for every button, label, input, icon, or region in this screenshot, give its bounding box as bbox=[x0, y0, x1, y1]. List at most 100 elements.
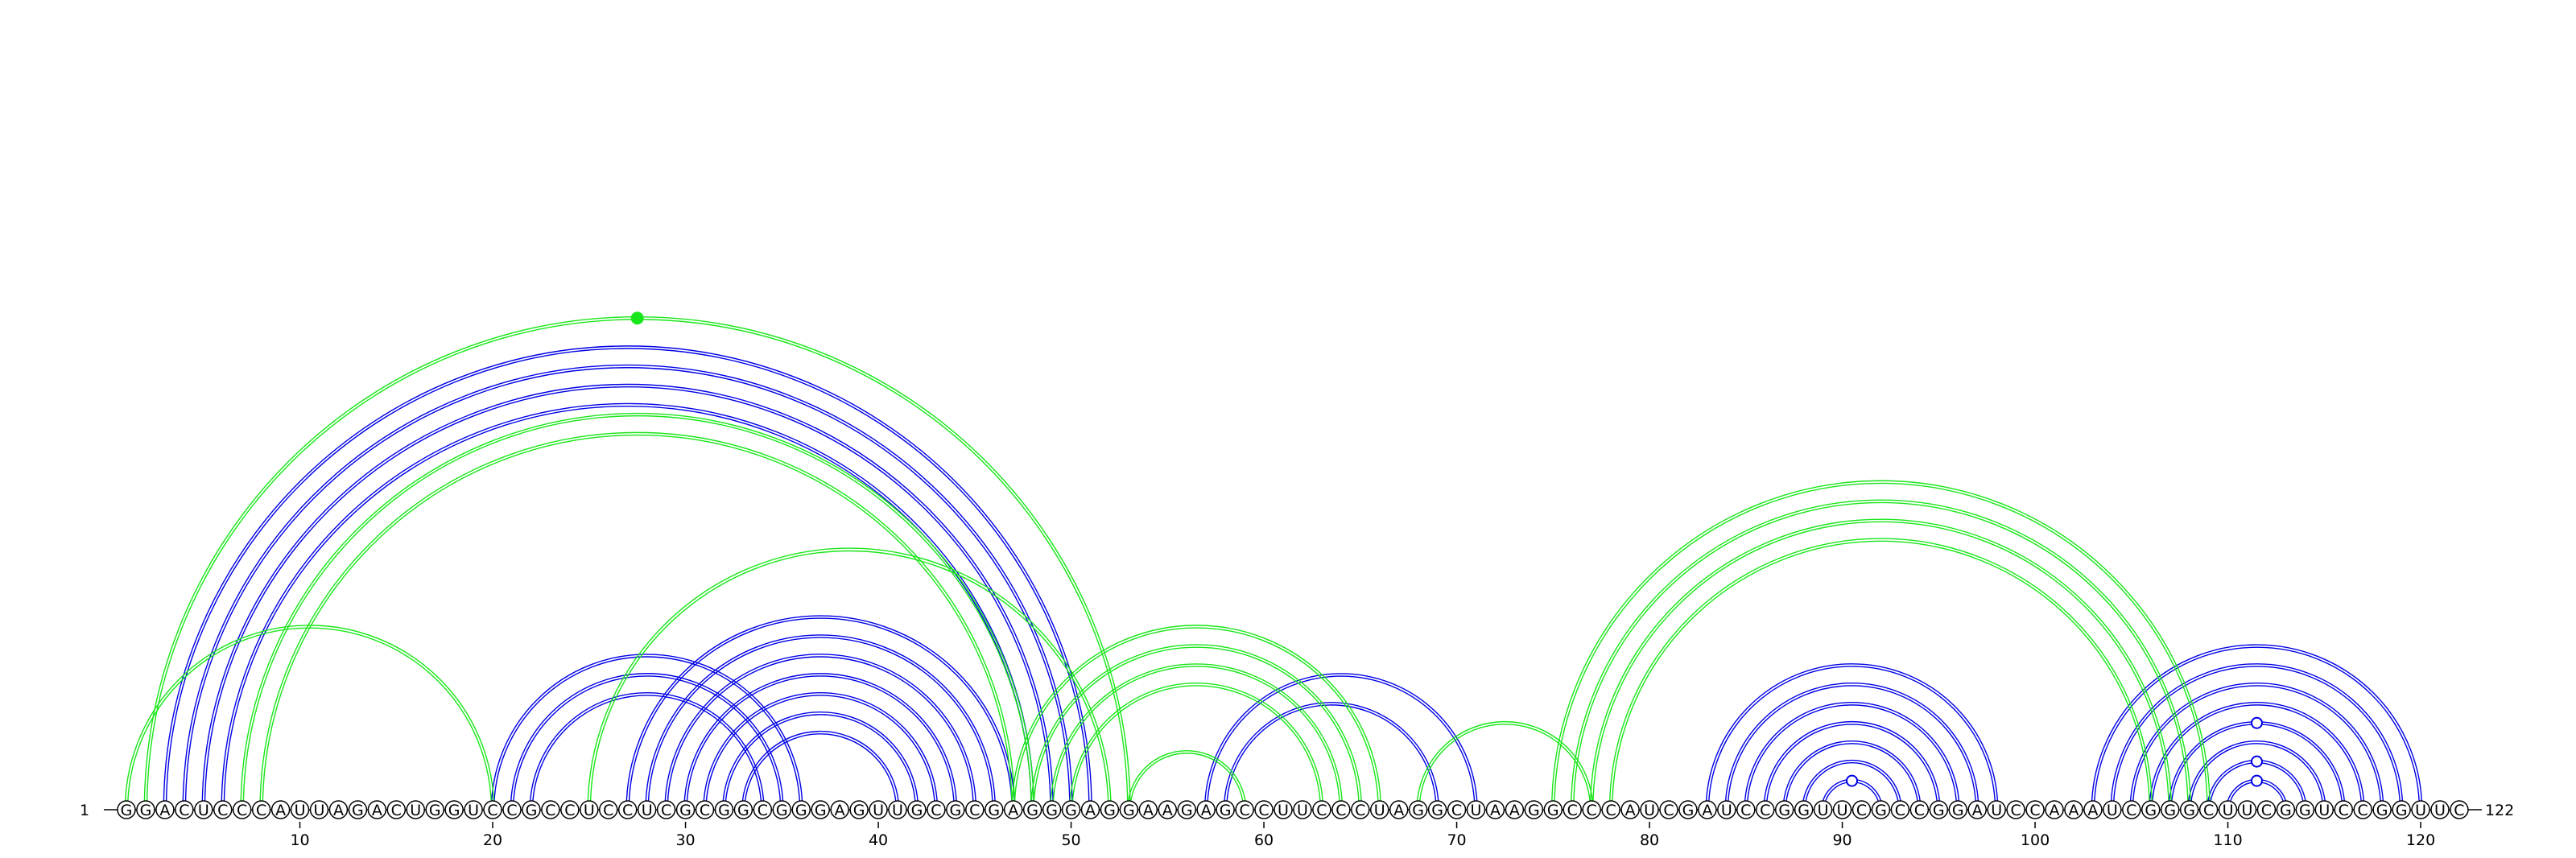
nucleotide-circle bbox=[2372, 800, 2392, 819]
nucleotide-circle bbox=[1061, 800, 1081, 819]
nucleotide-letter: C bbox=[1239, 802, 1249, 819]
nucleotide-circle bbox=[2179, 800, 2199, 819]
nucleotide-circle bbox=[444, 800, 464, 819]
arc-line bbox=[1727, 685, 1977, 811]
nucleotide-circle bbox=[1871, 800, 1891, 819]
nucleotide: A bbox=[270, 800, 291, 819]
nucleotide-circle bbox=[1254, 800, 1274, 819]
nucleotide: U bbox=[637, 800, 657, 819]
nucleotide-letter: C bbox=[1606, 802, 1616, 819]
nucleotide-circle bbox=[599, 800, 618, 819]
nucleotide-circle bbox=[117, 800, 136, 819]
tick-label: 40 bbox=[869, 831, 888, 849]
nucleotide: G bbox=[985, 800, 1004, 819]
nucleotide: C bbox=[2353, 800, 2372, 819]
nucleotide: A bbox=[155, 800, 175, 819]
nucleotide: G bbox=[348, 800, 368, 819]
nucleotide-letter: C bbox=[603, 802, 613, 819]
nucleotide-circle bbox=[1524, 800, 1544, 819]
arc-line bbox=[262, 434, 1013, 811]
position-tick: 30 bbox=[675, 822, 696, 849]
nucleotide: C bbox=[560, 800, 580, 819]
nucleotide-letter: G bbox=[949, 802, 961, 819]
nucleotide: G bbox=[522, 800, 541, 819]
nucleotide-letter: U bbox=[2223, 802, 2234, 819]
nucleotide: C bbox=[541, 800, 560, 819]
nucleotide-circle bbox=[2430, 800, 2450, 819]
nucleotide: C bbox=[753, 800, 773, 819]
nucleotide-circle bbox=[1100, 800, 1120, 819]
nucleotide-letter: C bbox=[661, 802, 671, 819]
nucleotide-letter: C bbox=[391, 802, 402, 819]
nucleotide-circle bbox=[1274, 800, 1293, 819]
nucleotide-circle bbox=[2025, 800, 2045, 819]
base-pair-arc bbox=[201, 383, 1054, 811]
nucleotide: A bbox=[367, 800, 387, 819]
nucleotide: C bbox=[2025, 800, 2045, 819]
nucleotide-circle bbox=[328, 800, 349, 819]
nucleotide: C bbox=[2334, 800, 2353, 819]
nucleotide-letter: G bbox=[1104, 802, 1116, 819]
nucleotide: G bbox=[675, 800, 696, 819]
nucleotide-circle bbox=[2218, 800, 2238, 819]
nucleotide-circle bbox=[1312, 800, 1331, 819]
nucleotide-circle bbox=[1138, 800, 1158, 819]
nucleotide-letter: U bbox=[584, 802, 595, 819]
arc-marker bbox=[2250, 716, 2263, 729]
arc-line bbox=[510, 673, 784, 811]
arc-line bbox=[143, 316, 1131, 811]
arc-line bbox=[686, 675, 955, 811]
nucleotide: U bbox=[1717, 800, 1736, 819]
arc-line bbox=[628, 617, 1013, 811]
nucleotide-letter: A bbox=[372, 802, 382, 819]
nucleotide-circle bbox=[251, 800, 271, 819]
nucleotide-letter: G bbox=[795, 802, 807, 819]
base-pair-arc bbox=[1011, 625, 1382, 811]
nucleotide-letter: U bbox=[1374, 802, 1385, 819]
nucleotide-circle bbox=[1987, 800, 2006, 819]
arc-line bbox=[531, 695, 762, 811]
nucleotide: G bbox=[733, 800, 753, 819]
position-tick: 50 bbox=[1061, 822, 1081, 849]
nucleotide-circle bbox=[1216, 800, 1235, 819]
nucleotide: U bbox=[888, 800, 907, 819]
base-pair-arc bbox=[741, 730, 900, 811]
nucleotide-letter: A bbox=[2068, 802, 2079, 819]
nucleotide-letter: G bbox=[679, 802, 691, 819]
arc-line bbox=[221, 402, 1034, 811]
tick-label: 70 bbox=[1447, 831, 1466, 849]
base-pair-arc bbox=[683, 673, 958, 811]
nucleotide-circle bbox=[1080, 800, 1100, 819]
nucleotide-letter: A bbox=[835, 802, 845, 819]
nucleotide: G bbox=[2295, 800, 2315, 819]
nucleotide: G bbox=[2276, 800, 2296, 819]
nucleotide-letter: G bbox=[718, 802, 730, 819]
nucleotide-letter: U bbox=[2318, 802, 2330, 819]
nucleotide: U bbox=[290, 800, 310, 819]
nucleotide: G bbox=[2179, 800, 2199, 819]
arc-line bbox=[223, 406, 1032, 811]
nucleotide-circle bbox=[1003, 800, 1023, 819]
nucleotide-letter: A bbox=[275, 802, 286, 819]
nucleotide-circle bbox=[2198, 800, 2219, 819]
nucleotide-circle bbox=[1408, 800, 1428, 819]
base-pair-arc bbox=[2091, 644, 2423, 811]
nucleotide-circle bbox=[1717, 800, 1736, 819]
arc-line bbox=[184, 367, 1071, 811]
nucleotide-letter: G bbox=[815, 802, 827, 819]
nucleotide-letter: G bbox=[2376, 802, 2388, 819]
base-pair-arc bbox=[1802, 759, 1902, 811]
nucleotide-letter: C bbox=[700, 802, 710, 819]
arc-line bbox=[625, 615, 1015, 811]
nucleotide-letter: A bbox=[1972, 802, 1983, 819]
nucleotide: A bbox=[2045, 800, 2064, 819]
nucleotide-letter: C bbox=[2029, 802, 2040, 819]
nucleotide: G bbox=[849, 800, 869, 819]
position-tick: 100 bbox=[2021, 822, 2050, 849]
nucleotide-circle bbox=[464, 800, 483, 819]
nucleotide-circle bbox=[1736, 800, 1756, 819]
nucleotide-circle bbox=[1543, 800, 1563, 819]
nucleotide: U bbox=[1813, 800, 1833, 819]
nucleotide: G bbox=[1794, 800, 1814, 819]
nucleotide-letter: C bbox=[2010, 802, 2021, 819]
